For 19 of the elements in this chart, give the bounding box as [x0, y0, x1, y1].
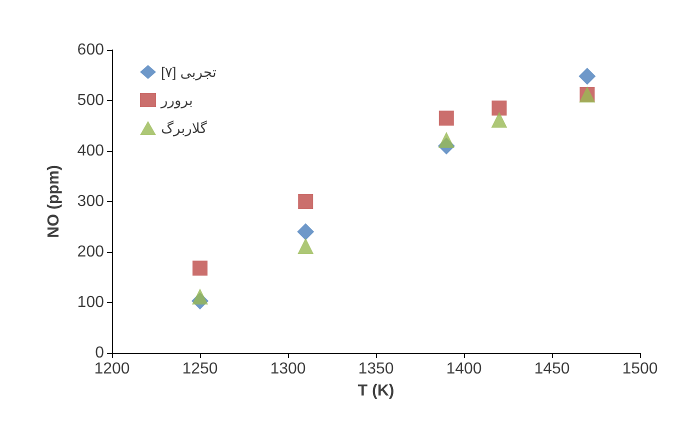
y-tick-label: 600: [77, 42, 104, 58]
legend-label: گلاربرگ: [161, 120, 208, 137]
x-tick-label: 1450: [534, 360, 570, 378]
x-tick-label: 1300: [270, 360, 306, 378]
y-tick-label: 100: [77, 294, 104, 311]
x-axis-title: T (K): [358, 382, 394, 400]
x-tick-label: 1350: [358, 360, 394, 378]
y-tick-label: 0: [95, 344, 104, 362]
legend-label: تجربی [۷]: [161, 64, 217, 81]
y-axis-title: NO (ppm): [46, 165, 62, 238]
x-tick-label: 1400: [446, 360, 482, 378]
x-tick-label: 1500: [622, 360, 658, 378]
legend-label: برورر: [160, 92, 193, 109]
y-tick-label: 400: [77, 142, 104, 160]
x-tick-label: 1250: [182, 360, 218, 378]
y-tick-label: 200: [77, 244, 104, 260]
y-tick-label: 300: [77, 193, 104, 210]
y-tick-label: 500: [77, 92, 104, 109]
x-tick-label: 1200: [94, 360, 130, 378]
